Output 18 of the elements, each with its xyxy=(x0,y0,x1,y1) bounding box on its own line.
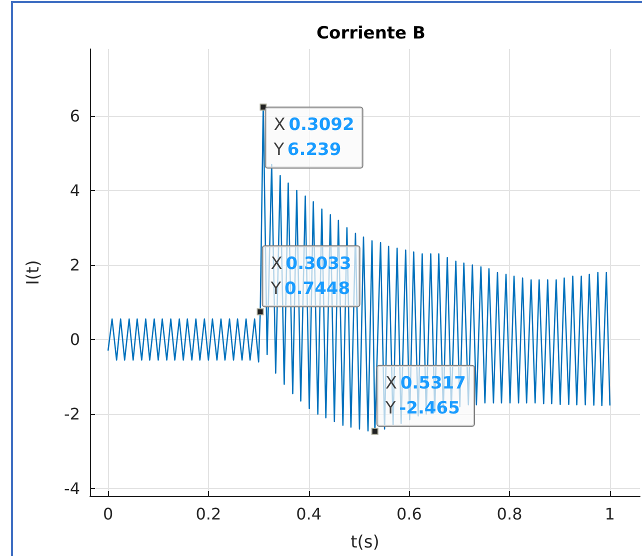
y-tick-label: -4 xyxy=(64,479,80,498)
annotation: X 0.3033 Y 0.7448 xyxy=(270,254,352,299)
y-tick-label: 4 xyxy=(70,181,80,200)
y-tick-label: -2 xyxy=(64,404,80,424)
y-tick-label: 6 xyxy=(70,106,80,126)
annotation: X 0.3092 Y 6.239 xyxy=(272,115,354,160)
x-tick-label: 0.6 xyxy=(396,504,422,524)
y-axis-title: I(t) xyxy=(24,260,44,285)
x-tick-label: 0.8 xyxy=(496,504,522,524)
x-tick-label: 0.2 xyxy=(196,504,222,524)
x-tick-label: 0 xyxy=(102,504,114,524)
chart-title: Corriente B xyxy=(316,24,426,44)
y-tick-label: 2 xyxy=(70,256,80,275)
x-tick-label: 1 xyxy=(604,504,615,524)
annotation: X 0.5317 Y -2.465 xyxy=(384,373,466,418)
x-axis-title: t(s) xyxy=(350,532,380,552)
x-tick-label: 0.4 xyxy=(296,504,322,524)
y-tick-label: 0 xyxy=(70,330,80,350)
